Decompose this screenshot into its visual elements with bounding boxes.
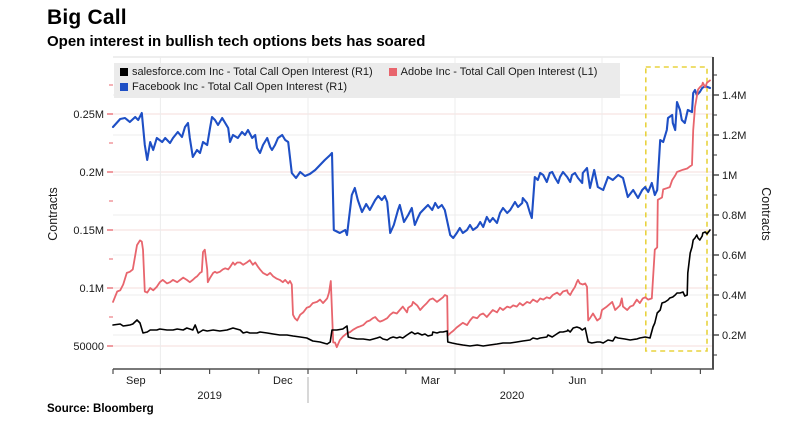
right-tick-label: 0.8M	[722, 210, 746, 222]
left-tick-label: 0.15M	[73, 225, 104, 237]
month-label: Dec	[273, 375, 293, 387]
year-label: 2020	[500, 390, 524, 402]
legend-item-salesforce[interactable]: salesforce.com Inc - Total Call Open Int…	[120, 65, 373, 79]
adobe-swatch-icon	[388, 68, 397, 76]
right-tick-label: 0.4M	[722, 290, 746, 302]
left-axis-title: Contracts	[46, 187, 60, 241]
right-tick-label: 1.2M	[722, 130, 746, 142]
month-label: Jun	[569, 375, 587, 387]
month-label: Sep	[126, 375, 146, 387]
left-tick-label: 50000	[73, 341, 104, 353]
left-tick-label: 0.1M	[80, 283, 104, 295]
legend-item-facebook[interactable]: Facebook Inc - Total Call Open Interest …	[120, 80, 347, 94]
left-tick-label: 0.25M	[73, 109, 104, 121]
salesforcecom-line	[112, 229, 711, 347]
page-title: Big Call	[47, 6, 127, 29]
year-label: 2019	[197, 390, 221, 402]
legend-label: Facebook Inc - Total Call Open Interest …	[132, 81, 348, 93]
month-label: Mar	[421, 375, 440, 387]
source-attribution: Source: Bloomberg	[47, 403, 154, 415]
right-tick-label: 1.4M	[722, 90, 746, 102]
facebook-swatch-icon	[120, 83, 128, 91]
legend-item-adobe[interactable]: Adobe Inc - Total Call Open Interest (L1…	[388, 65, 598, 79]
adobe-line	[112, 79, 711, 349]
chart-legend: salesforce.com Inc - Total Call Open Int…	[114, 63, 621, 98]
left-tick-label: 0.2M	[80, 167, 104, 179]
facebook-line	[111, 84, 712, 240]
legend-label: salesforce.com Inc - Total Call Open Int…	[132, 66, 373, 78]
highlight-box	[644, 66, 708, 352]
right-tick-label: 0.6M	[722, 250, 746, 262]
right-axis-title: Contracts	[759, 187, 773, 241]
salesforce-swatch-icon	[120, 68, 128, 76]
legend-label: Adobe Inc - Total Call Open Interest (L1…	[400, 66, 598, 78]
chart-subtitle: Open interest in bullish tech options be…	[47, 33, 426, 50]
right-tick-label: 0.2M	[722, 330, 746, 342]
right-tick-label: 1M	[722, 170, 737, 182]
